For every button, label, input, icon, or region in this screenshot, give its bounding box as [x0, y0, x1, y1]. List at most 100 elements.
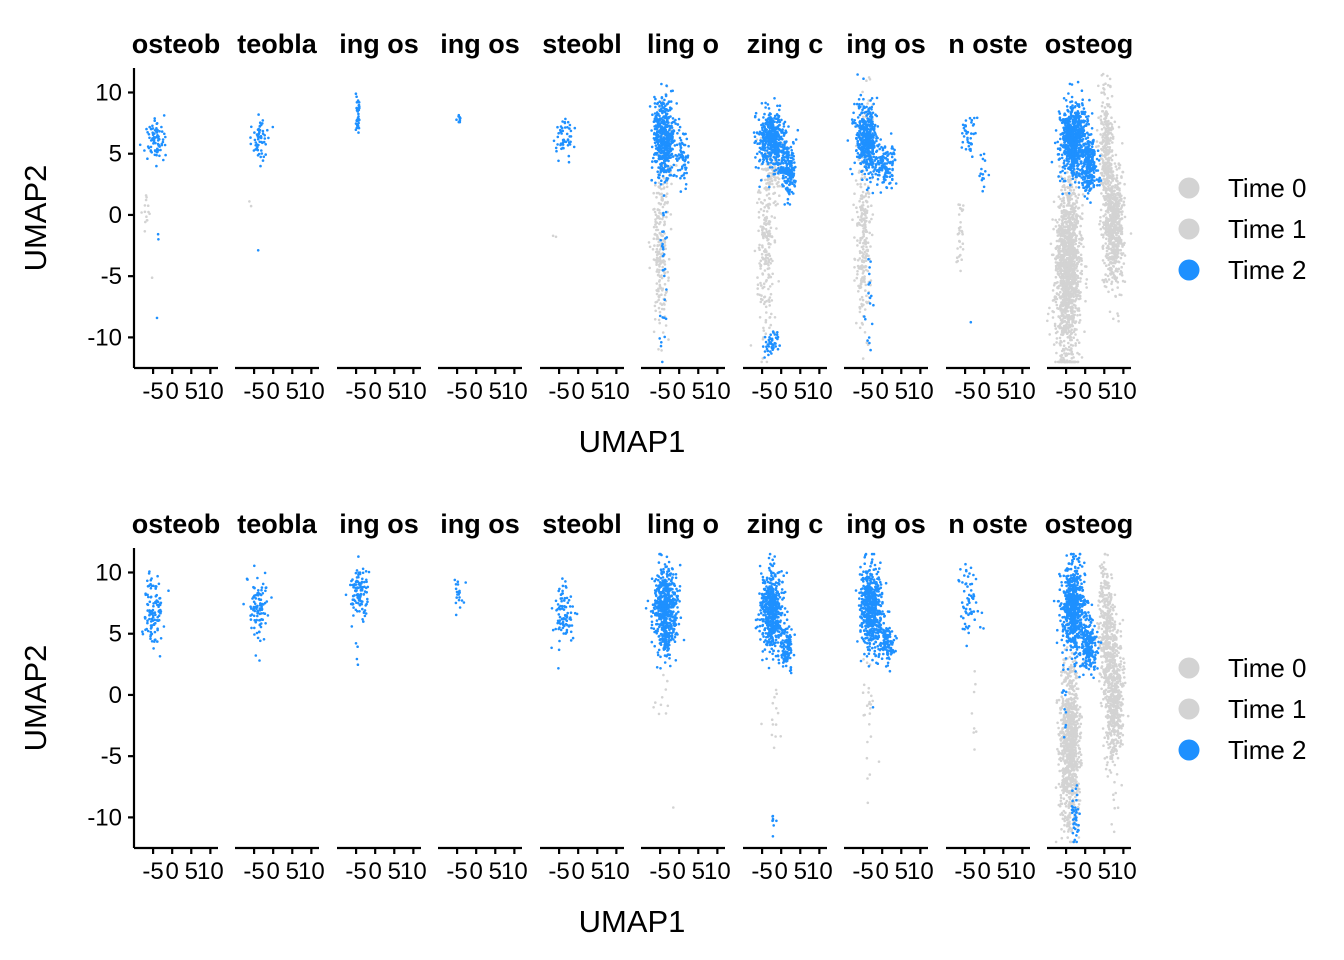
facet-3: ing os-5 0 5 10: [337, 29, 427, 405]
point-time-2: [888, 182, 891, 185]
point-time-2: [260, 152, 264, 155]
point-time-2: [862, 125, 865, 129]
point-time-2: [892, 151, 895, 154]
point-time-0: [1082, 245, 1085, 249]
point-time-0: [1058, 218, 1061, 221]
point-time-0: [857, 171, 861, 174]
point-time-0: [1085, 286, 1088, 289]
point-time-0: [657, 237, 660, 241]
point-time-0: [1105, 249, 1109, 253]
point-time-0: [1067, 330, 1071, 334]
point-time-2: [787, 159, 791, 163]
point-time-2: [763, 350, 767, 353]
point-time-2: [849, 167, 852, 171]
point-time-2: [568, 135, 571, 138]
point-time-0: [761, 337, 765, 341]
point-time-0: [1061, 234, 1065, 237]
point-time-2: [767, 117, 771, 121]
point-time-2: [758, 150, 761, 154]
point-time-0: [861, 90, 864, 94]
point-time-0: [651, 248, 655, 251]
point-time-0: [1056, 286, 1059, 290]
point-time-0: [1070, 328, 1073, 332]
point-time-2: [665, 140, 668, 143]
point-time-2: [658, 314, 662, 318]
point-time-2: [877, 162, 880, 165]
point-time-2: [891, 160, 895, 163]
facet-points: [138, 114, 167, 320]
point-time-0: [1078, 256, 1082, 260]
x-axis: -5 0 5 10: [235, 366, 325, 405]
point-time-2: [968, 116, 972, 120]
point-time-2: [875, 137, 878, 140]
point-time-0: [655, 225, 658, 229]
point-time-0: [1067, 280, 1070, 283]
point-time-0: [657, 240, 660, 244]
point-time-0: [758, 262, 761, 265]
point-time-0: [770, 215, 774, 218]
point-time-2: [780, 118, 783, 122]
point-time-0: [1059, 339, 1062, 343]
point-time-0: [1062, 184, 1066, 187]
point-time-2: [770, 120, 774, 123]
point-time-2: [767, 136, 771, 139]
point-time-2: [871, 111, 875, 115]
point-time-0: [1081, 237, 1084, 241]
point-time-2: [772, 127, 775, 130]
point-time-0: [1121, 252, 1125, 255]
point-time-2: [149, 139, 153, 142]
point-time-0: [661, 205, 665, 209]
point-time-0: [1116, 286, 1119, 289]
point-time-0: [767, 298, 771, 302]
point-time-2: [155, 164, 158, 168]
point-time-0: [761, 298, 764, 302]
point-time-0: [1072, 317, 1075, 320]
point-time-0: [655, 282, 659, 285]
point-time-0: [761, 202, 764, 205]
point-time-0: [655, 261, 658, 264]
point-time-2: [966, 130, 970, 134]
point-time-2: [859, 93, 863, 97]
point-time-0: [768, 304, 771, 307]
point-time-2: [984, 170, 987, 173]
x-tick-label: -5: [751, 378, 772, 405]
point-time-0: [1063, 229, 1067, 232]
point-time-0: [770, 177, 773, 180]
point-time-0: [1063, 188, 1067, 192]
point-time-2: [772, 162, 775, 166]
point-time-2: [667, 109, 670, 112]
point-time-0: [1073, 202, 1077, 205]
point-time-2: [753, 135, 757, 138]
point-time-0: [870, 204, 873, 207]
point-time-2: [790, 153, 793, 157]
point-time-0: [766, 257, 770, 260]
point-time-0: [1101, 259, 1105, 262]
point-time-0: [1076, 269, 1079, 273]
point-time-0: [657, 348, 660, 351]
point-time-0: [1067, 175, 1070, 179]
point-time-2: [886, 154, 889, 158]
x-tick-label: -5: [852, 378, 873, 405]
point-time-2: [774, 162, 777, 165]
point-time-0: [865, 294, 868, 298]
point-time-2: [650, 179, 653, 182]
point-time-2: [158, 145, 161, 148]
point-time-0: [1113, 192, 1116, 196]
point-time-2: [875, 96, 879, 100]
point-time-2: [870, 108, 873, 111]
point-time-2: [661, 127, 664, 131]
point-time-0: [1051, 289, 1055, 292]
point-time-0: [860, 245, 864, 249]
x-tick-label: 0: [673, 378, 686, 405]
point-time-0: [759, 136, 763, 140]
point-time-2: [153, 119, 156, 122]
point-time-2: [665, 179, 668, 182]
point-time-0: [959, 269, 962, 273]
point-time-0: [1062, 197, 1065, 200]
point-time-0: [1105, 264, 1108, 268]
point-time-0: [765, 234, 769, 238]
point-time-0: [1118, 195, 1122, 199]
point-time-0: [861, 115, 865, 119]
point-time-0: [1076, 207, 1080, 210]
point-time-2: [254, 148, 257, 151]
